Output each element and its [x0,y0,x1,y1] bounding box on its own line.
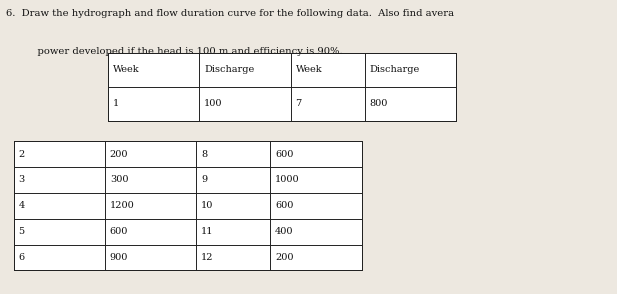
Text: 6: 6 [19,253,25,262]
Text: 12: 12 [201,253,213,262]
Text: 6.  Draw the hydrograph and flow duration curve for the following data.  Also fi: 6. Draw the hydrograph and flow duration… [6,9,454,18]
Text: 4: 4 [19,201,25,210]
Text: power developed if the head is 100 m and efficiency is 90%.: power developed if the head is 100 m and… [25,47,342,56]
Text: Discharge: Discharge [204,65,254,74]
Text: 7: 7 [296,99,302,108]
Text: Discharge: Discharge [370,65,420,74]
Text: 5: 5 [19,227,25,236]
Text: Week: Week [113,65,139,74]
Text: 1: 1 [113,99,119,108]
Text: 300: 300 [110,176,128,184]
Text: 600: 600 [110,227,128,236]
Text: 600: 600 [275,150,294,158]
Text: 3: 3 [19,176,25,184]
Text: 200: 200 [275,253,294,262]
Bar [108,53,456,121]
Text: 1000: 1000 [275,176,300,184]
Text: 100: 100 [204,99,223,108]
Text: 2: 2 [19,150,25,158]
Text: 8: 8 [201,150,207,158]
Text: 9: 9 [201,176,207,184]
Text: 11: 11 [201,227,213,236]
Text: 400: 400 [275,227,294,236]
Text: 600: 600 [275,201,294,210]
Text: 200: 200 [110,150,128,158]
Text: 10: 10 [201,201,213,210]
Text: 1200: 1200 [110,201,135,210]
Text: 800: 800 [370,99,388,108]
Text: 900: 900 [110,253,128,262]
Bar [14,141,362,270]
Text: Week: Week [296,65,322,74]
